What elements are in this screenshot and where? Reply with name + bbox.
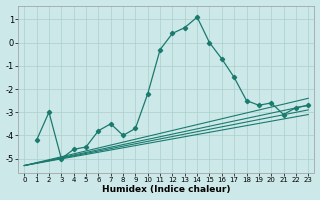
X-axis label: Humidex (Indice chaleur): Humidex (Indice chaleur) bbox=[102, 185, 230, 194]
